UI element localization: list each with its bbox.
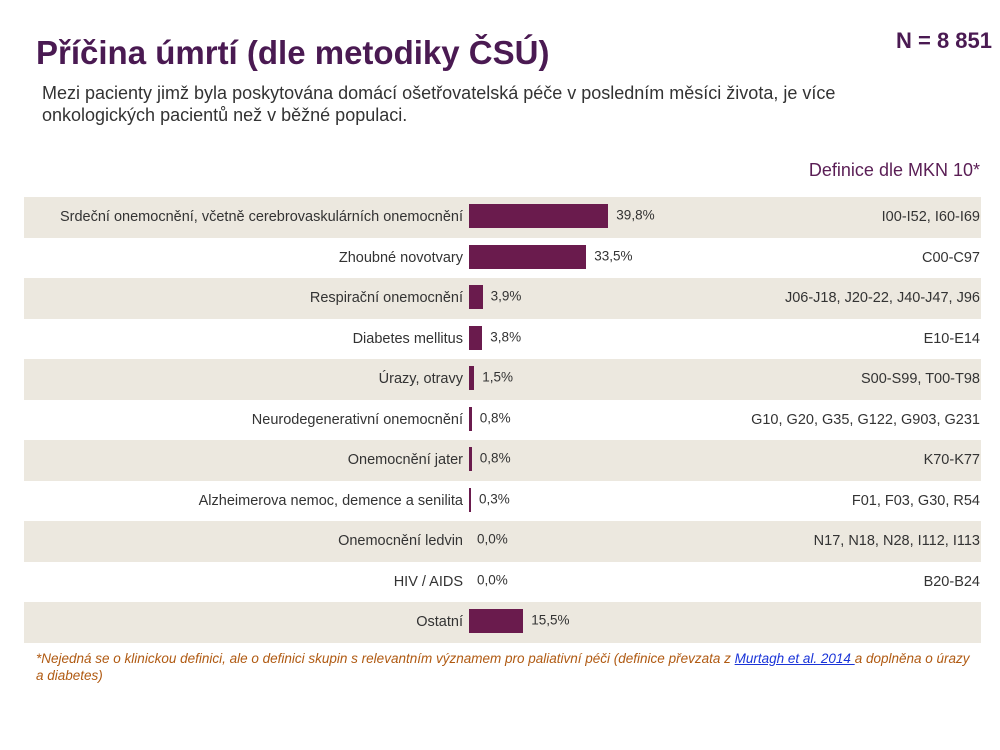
- value-label: 1,5%: [482, 369, 514, 385]
- bar: [469, 285, 483, 309]
- chart-row: Neurodegenerativní onemocnění 0,8% G10, G2…: [24, 400, 981, 441]
- chart-row: Respirační onemocnění 3,9% J06-J18, J20-22…: [24, 278, 981, 319]
- category-label: Alzheimerova nemoc, demence a senilita: [198, 492, 463, 509]
- chart-row: Úrazy, otravy 1,5% S00-S99, T00-T98: [24, 359, 981, 400]
- chart-row: Zhoubné novotvary 33,5% C00-C97: [24, 238, 981, 279]
- value-label: 39,8%: [616, 207, 655, 223]
- footnote: *Nejedná se o klinickou definici, ale o …: [36, 650, 976, 684]
- chart-row: Alzheimerova nemoc, demence a senilita 0,…: [24, 481, 981, 522]
- icd-definition: C00-C97: [921, 249, 980, 266]
- value-label: 0,0%: [477, 572, 508, 588]
- bar: [469, 244, 587, 269]
- icd-definition: K70-K77: [923, 452, 980, 469]
- value-label: 15,5%: [531, 612, 570, 628]
- subtitle: Mezi pacienty jimž byla poskytována domá…: [42, 83, 836, 125]
- bar: [469, 366, 475, 390]
- chart-row: Onemocnění ledvin 0,0% N17, N18, N28, I112…: [24, 521, 981, 562]
- icd-definition: N17, N18, N28, I112, I113: [813, 533, 980, 550]
- footnote-citation-link[interactable]: Murtagh et al. 2014: [734, 651, 855, 666]
- category-label: Onemocnění ledvin: [338, 533, 463, 550]
- category-label: Zhoubné novotvary: [338, 249, 463, 266]
- sample-size-label: N = 8 851: [895, 28, 992, 53]
- footnote-text-before: *Nejedná se o klinickou definici, ale o …: [36, 651, 735, 666]
- category-label: Diabetes mellitus: [352, 330, 463, 347]
- value-label: 0,8%: [479, 410, 511, 426]
- icd-definition: G10, G20, G35, G122, G903, G231: [751, 411, 980, 428]
- category-label: Neurodegenerativní onemocnění: [251, 411, 463, 428]
- bar: [469, 609, 524, 633]
- icd-definition: E10-E14: [923, 330, 980, 347]
- icd-definition: S00-S99, T00-T98: [860, 371, 980, 388]
- category-label: Úrazy, otravy: [378, 371, 463, 388]
- value-label: 0,3%: [479, 491, 510, 507]
- chart-row: Onemocnění jater 0,8% K70-K77: [24, 440, 981, 481]
- bar: [469, 447, 472, 471]
- bar: [469, 487, 471, 512]
- chart-row: Srdeční onemocnění, včetně cerebrovaskul…: [24, 197, 981, 238]
- value-label: 33,5%: [594, 248, 633, 264]
- category-label: HIV / AIDS: [393, 573, 463, 590]
- chart-row: Diabetes mellitus 3,8% E10-E14: [24, 319, 981, 360]
- icd-definition: I00-I52, I60-I69: [881, 209, 980, 226]
- page-title: Příčina úmrtí (dle metodiky ČSÚ): [36, 34, 550, 71]
- chart-row: HIV / AIDS 0,0% B20-B24: [24, 562, 981, 603]
- definition-column-header: Definice dle MKN 10*: [808, 160, 980, 180]
- bar: [469, 406, 472, 431]
- category-label: Onemocnění jater: [347, 452, 463, 469]
- chart-row: Ostatní 15,5%: [24, 602, 981, 643]
- category-label: Respirační onemocnění: [309, 290, 463, 307]
- value-label: 0,0%: [477, 531, 508, 547]
- value-label: 0,8%: [479, 450, 511, 466]
- category-label: Srdeční onemocnění, včetně cerebrovaskul…: [59, 209, 463, 226]
- footnote-text-after: a doplněna o úrazy a diabetes): [36, 651, 970, 683]
- icd-definition: B20-B24: [923, 573, 980, 590]
- value-label: 3,8%: [490, 329, 522, 345]
- icd-definition: F01, F03, G30, R54: [851, 492, 980, 509]
- value-label: 3,9%: [490, 288, 522, 304]
- category-label: Ostatní: [416, 614, 463, 631]
- icd-definition: J06-J18, J20-22, J40-J47, J96: [784, 290, 980, 307]
- bar: [469, 204, 609, 228]
- bar: [469, 325, 483, 350]
- bar-chart: Srdeční onemocnění, včetně cerebrovaskul…: [24, 197, 981, 643]
